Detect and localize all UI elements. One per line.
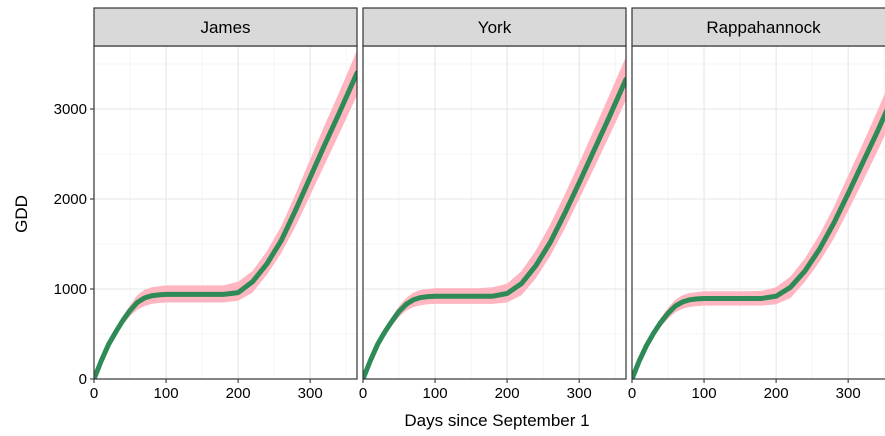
x-tick-label: 100 [423,385,448,402]
x-axis-title: Days since September 1 [404,411,589,430]
data-layer [363,56,626,379]
panel-background [94,46,357,379]
strip-label: James [200,18,250,37]
y-tick-label: 2000 [54,191,87,208]
x-tick-label: 0 [628,385,636,402]
x-tick-label: 200 [226,385,251,402]
series-line [363,76,626,379]
panel-york: York 0 100 200 300 [359,7,627,402]
x-tick-label: 300 [567,385,592,402]
x-tick-label: 200 [495,385,520,402]
x-tick-label: 100 [154,385,179,402]
strip [362,7,627,47]
strip-label: York [478,18,512,37]
y-axis-title: GDD [12,195,31,233]
data-layer [94,50,357,379]
strip [631,7,885,47]
series-line [94,70,357,379]
series-line [632,108,885,379]
strip [93,7,358,47]
x-tick-label: 100 [692,385,717,402]
data-layer [632,93,885,379]
x-tick-label: 300 [298,385,323,402]
x-tick-label: 0 [359,385,367,402]
x-tick-label: 200 [764,385,789,402]
x-tick-label: 300 [836,385,861,402]
strip-label: Rappahannock [706,18,821,37]
y-tick-label: 0 [79,371,87,388]
y-tick-label: 1000 [54,281,87,298]
y-tick-label: 3000 [54,101,87,118]
confidence-band [632,93,885,379]
panel-rappahannock: Rappahannock 0 100 200 300 [628,7,885,402]
panel-background [363,46,626,379]
x-tick-label: 0 [90,385,98,402]
